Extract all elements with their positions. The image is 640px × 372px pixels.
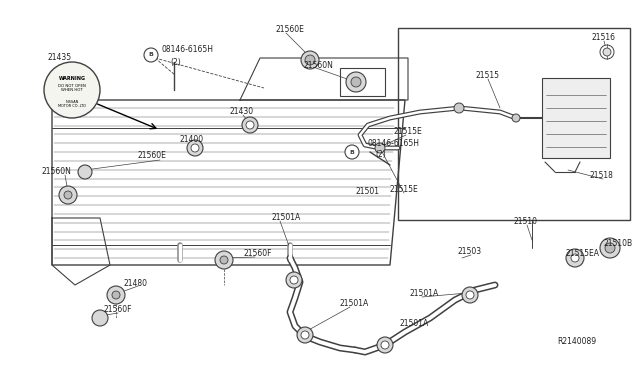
Circle shape [144,48,158,62]
Text: 21515EA: 21515EA [566,250,600,259]
Circle shape [301,51,319,69]
Circle shape [215,251,233,269]
Text: 21503: 21503 [457,247,481,257]
Circle shape [92,310,108,326]
Circle shape [301,331,309,339]
Circle shape [246,121,254,129]
Text: 21518: 21518 [590,171,614,180]
Circle shape [290,276,298,284]
Text: WARNING: WARNING [58,76,86,80]
Text: 21501A: 21501A [272,214,301,222]
Circle shape [466,291,474,299]
Circle shape [346,72,366,92]
Circle shape [78,165,92,179]
Text: 21430: 21430 [229,108,253,116]
Text: 21516: 21516 [592,33,616,42]
Text: 08146-6165H: 08146-6165H [367,138,419,148]
Circle shape [600,238,620,258]
Circle shape [297,327,313,343]
Circle shape [462,287,478,303]
Text: 21515: 21515 [476,71,500,80]
Circle shape [286,272,302,288]
Circle shape [351,77,361,87]
Text: 21501A: 21501A [400,320,429,328]
Circle shape [566,249,584,267]
Circle shape [377,337,393,353]
Circle shape [64,191,72,199]
Text: 21560N: 21560N [42,167,72,176]
Text: 21501A: 21501A [410,289,439,298]
Circle shape [600,45,614,59]
Circle shape [603,48,611,56]
Text: B: B [349,150,355,154]
Circle shape [375,143,385,153]
Text: 21560E: 21560E [137,151,166,160]
Circle shape [112,291,120,299]
Text: 21400: 21400 [180,135,204,144]
Circle shape [345,145,359,159]
Circle shape [107,286,125,304]
Circle shape [187,140,203,156]
Text: 08146-6165H: 08146-6165H [162,45,214,55]
Circle shape [605,243,615,253]
Circle shape [242,117,258,133]
Text: 21560F: 21560F [104,305,132,314]
Text: B: B [148,52,154,58]
Text: 21510: 21510 [514,218,538,227]
Text: (2): (2) [375,151,386,160]
Text: 21515E: 21515E [390,186,419,195]
Text: 21510B: 21510B [604,238,633,247]
Circle shape [59,186,77,204]
Text: 21501A: 21501A [340,299,369,308]
Text: R2140089: R2140089 [557,337,596,346]
Circle shape [44,62,100,118]
Text: 21501: 21501 [356,187,380,196]
Text: DO NOT OPEN
WHEN HOT: DO NOT OPEN WHEN HOT [58,84,86,92]
Bar [542,78,610,158]
Circle shape [571,254,579,262]
Text: 21560N: 21560N [304,61,334,70]
Circle shape [305,55,315,65]
Circle shape [512,114,520,122]
Text: (2): (2) [170,58,180,67]
Circle shape [454,103,464,113]
Bar [340,68,385,96]
Circle shape [220,256,228,264]
Circle shape [191,144,199,152]
Text: 21560E: 21560E [275,26,304,35]
Text: 21560F: 21560F [243,248,271,257]
Text: 21515E: 21515E [393,128,422,137]
Circle shape [381,341,389,349]
Text: 21435: 21435 [48,54,72,62]
Text: 21480: 21480 [124,279,148,288]
Text: NISSAN
MOTOR CO.,LTD: NISSAN MOTOR CO.,LTD [58,100,86,108]
Bar [398,28,630,220]
